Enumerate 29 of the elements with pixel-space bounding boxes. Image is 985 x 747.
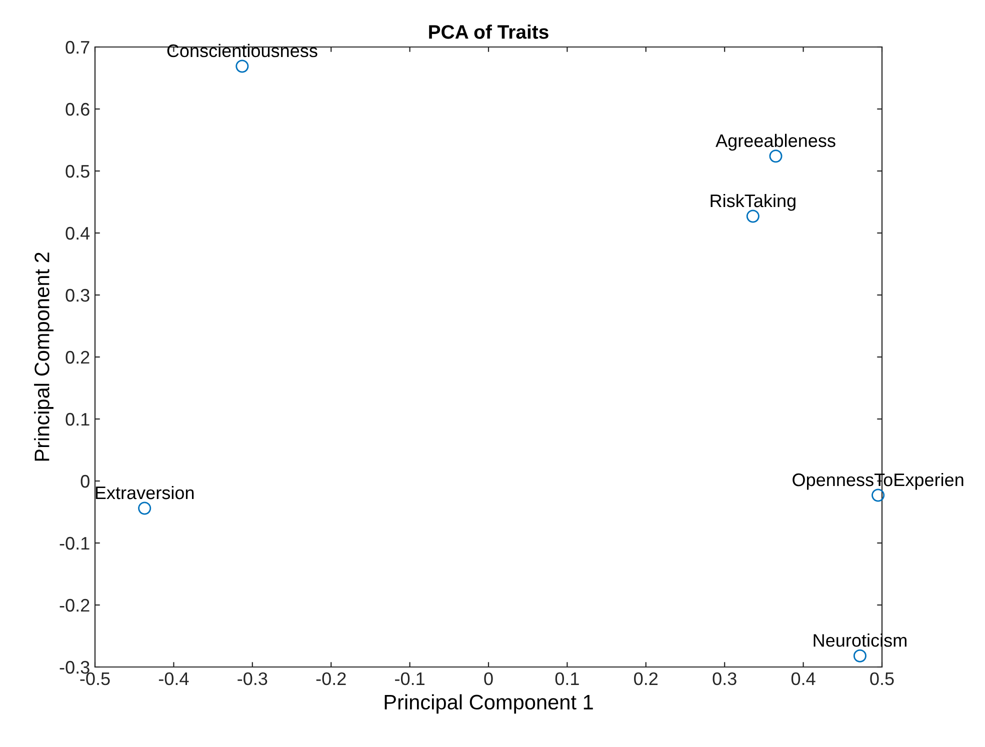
x-tick-label: 0.3 bbox=[712, 672, 736, 686]
x-tick-label: 0.2 bbox=[634, 672, 658, 686]
x-tick-label: -0.3 bbox=[238, 672, 268, 686]
y-tick-label: 0 bbox=[80, 474, 90, 488]
x-axis-title: Principal Component 1 bbox=[384, 694, 593, 714]
x-tick-label: -0.5 bbox=[80, 672, 110, 686]
x-tick-label: -0.4 bbox=[158, 672, 189, 686]
x-tick-label: 0 bbox=[484, 672, 493, 686]
y-tick-label: 0.2 bbox=[66, 350, 90, 364]
y-tick-label: -0.1 bbox=[60, 536, 90, 550]
chart-title: PCA of Traits bbox=[429, 24, 548, 39]
annotation: Extraversion bbox=[96, 486, 194, 500]
x-tick-label: 0.5 bbox=[870, 672, 894, 686]
x-tick-label: -0.2 bbox=[316, 672, 346, 686]
y-tick-label: 0.5 bbox=[66, 164, 90, 178]
y-tick-label: 0.7 bbox=[66, 40, 90, 54]
y-tick-label: 0.1 bbox=[66, 412, 90, 426]
annotation: Agreeableness bbox=[716, 134, 836, 151]
y-tick-label: -0.2 bbox=[60, 598, 90, 612]
y-tick-label: 0.6 bbox=[66, 102, 90, 116]
y-tick-label: 0.4 bbox=[66, 226, 90, 240]
x-tick-label: -0.1 bbox=[395, 672, 424, 686]
y-axis-title: Principal Component 2 bbox=[34, 252, 54, 461]
annotation: RiskTaking bbox=[710, 194, 796, 211]
x-tick-label: 0.4 bbox=[791, 672, 816, 686]
x-tick-label: 0.1 bbox=[555, 672, 579, 686]
y-tick-label: -0.3 bbox=[60, 660, 90, 674]
y-tick-label: 0.3 bbox=[66, 288, 90, 302]
annotation: Conscientiousness bbox=[167, 44, 318, 58]
